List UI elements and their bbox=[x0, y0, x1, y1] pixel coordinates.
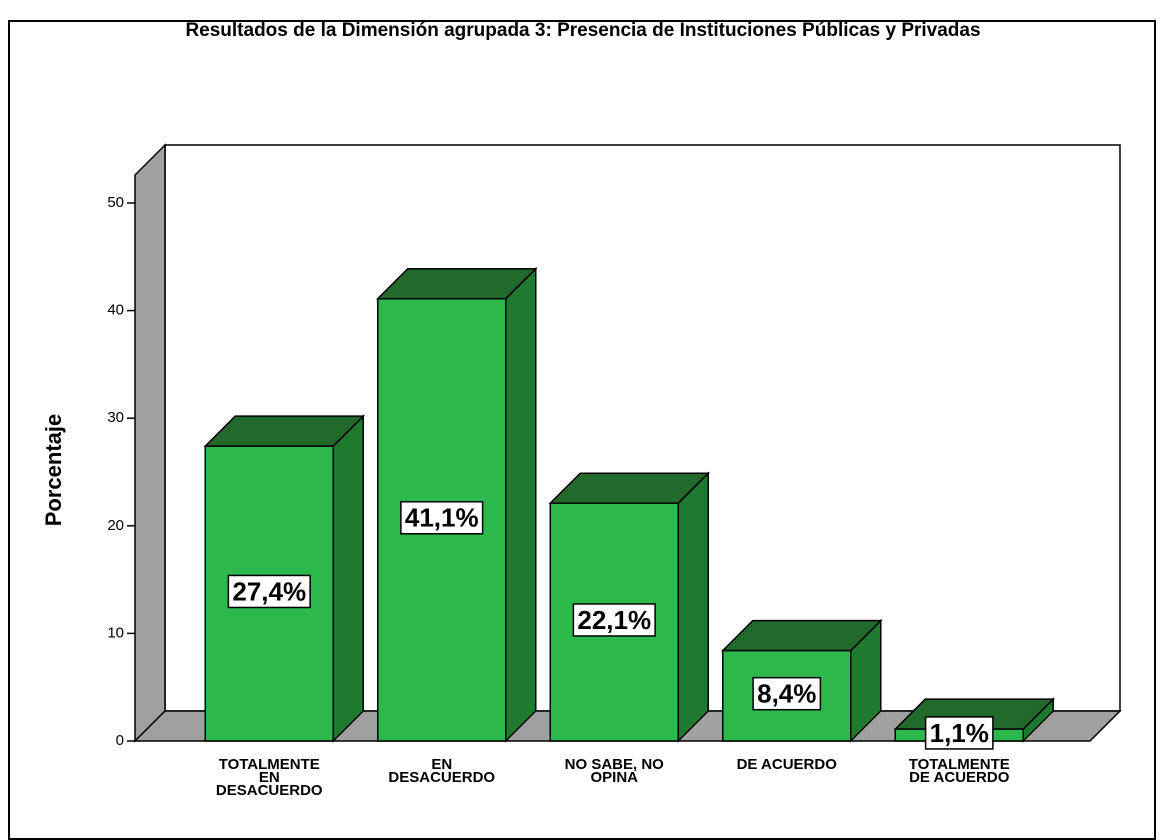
y-tick-label: 40 bbox=[107, 302, 124, 319]
value-label-box bbox=[400, 500, 484, 535]
value-label-box bbox=[924, 716, 994, 750]
x-tick-label: TOTALMENTE EN DESACUERDO bbox=[215, 756, 323, 799]
left-wall bbox=[134, 143, 166, 743]
value-label-box bbox=[752, 676, 822, 711]
value-label: 22,1% bbox=[577, 605, 651, 635]
x-tick-label: NO SABE, NO OPINA bbox=[564, 756, 664, 786]
value-label: 8,4% bbox=[757, 679, 816, 709]
bar-side bbox=[505, 266, 537, 743]
y-tick-label: 10 bbox=[107, 624, 124, 641]
y-tick-label: 30 bbox=[107, 409, 124, 426]
value-label-box bbox=[572, 603, 656, 637]
bar-side bbox=[677, 471, 709, 743]
y-tick-label: 20 bbox=[107, 517, 124, 534]
x-tick-label: EN DESACUERDO bbox=[388, 756, 496, 786]
value-label: 27,4% bbox=[232, 576, 306, 606]
value-label: 1,1% bbox=[930, 718, 989, 748]
y-axis-label: Porcentaje bbox=[41, 414, 66, 527]
y-tick-label: 50 bbox=[107, 194, 124, 211]
value-label-box bbox=[227, 574, 311, 609]
x-tick-label: TOTALMENTE DE ACUERDO bbox=[908, 756, 1010, 786]
y-tick-label: 0 bbox=[116, 732, 124, 749]
x-tick-label: DE ACUERDO bbox=[736, 756, 837, 773]
bar-side bbox=[332, 414, 364, 743]
value-label: 41,1% bbox=[405, 503, 479, 533]
chart-title: Resultados de la Dimensión agrupada 3: P… bbox=[185, 20, 981, 41]
